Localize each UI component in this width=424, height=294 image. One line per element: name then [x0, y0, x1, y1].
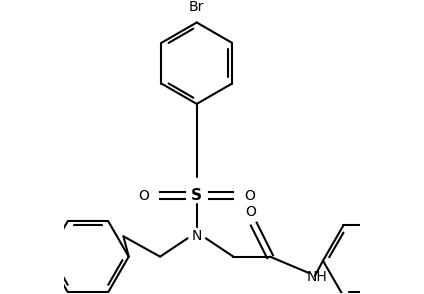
Text: O: O	[245, 205, 256, 219]
Text: O: O	[245, 188, 255, 203]
Text: NH: NH	[307, 270, 327, 284]
Text: S: S	[191, 188, 202, 203]
Text: O: O	[138, 188, 149, 203]
Text: Br: Br	[189, 0, 204, 14]
Text: N: N	[192, 229, 202, 243]
